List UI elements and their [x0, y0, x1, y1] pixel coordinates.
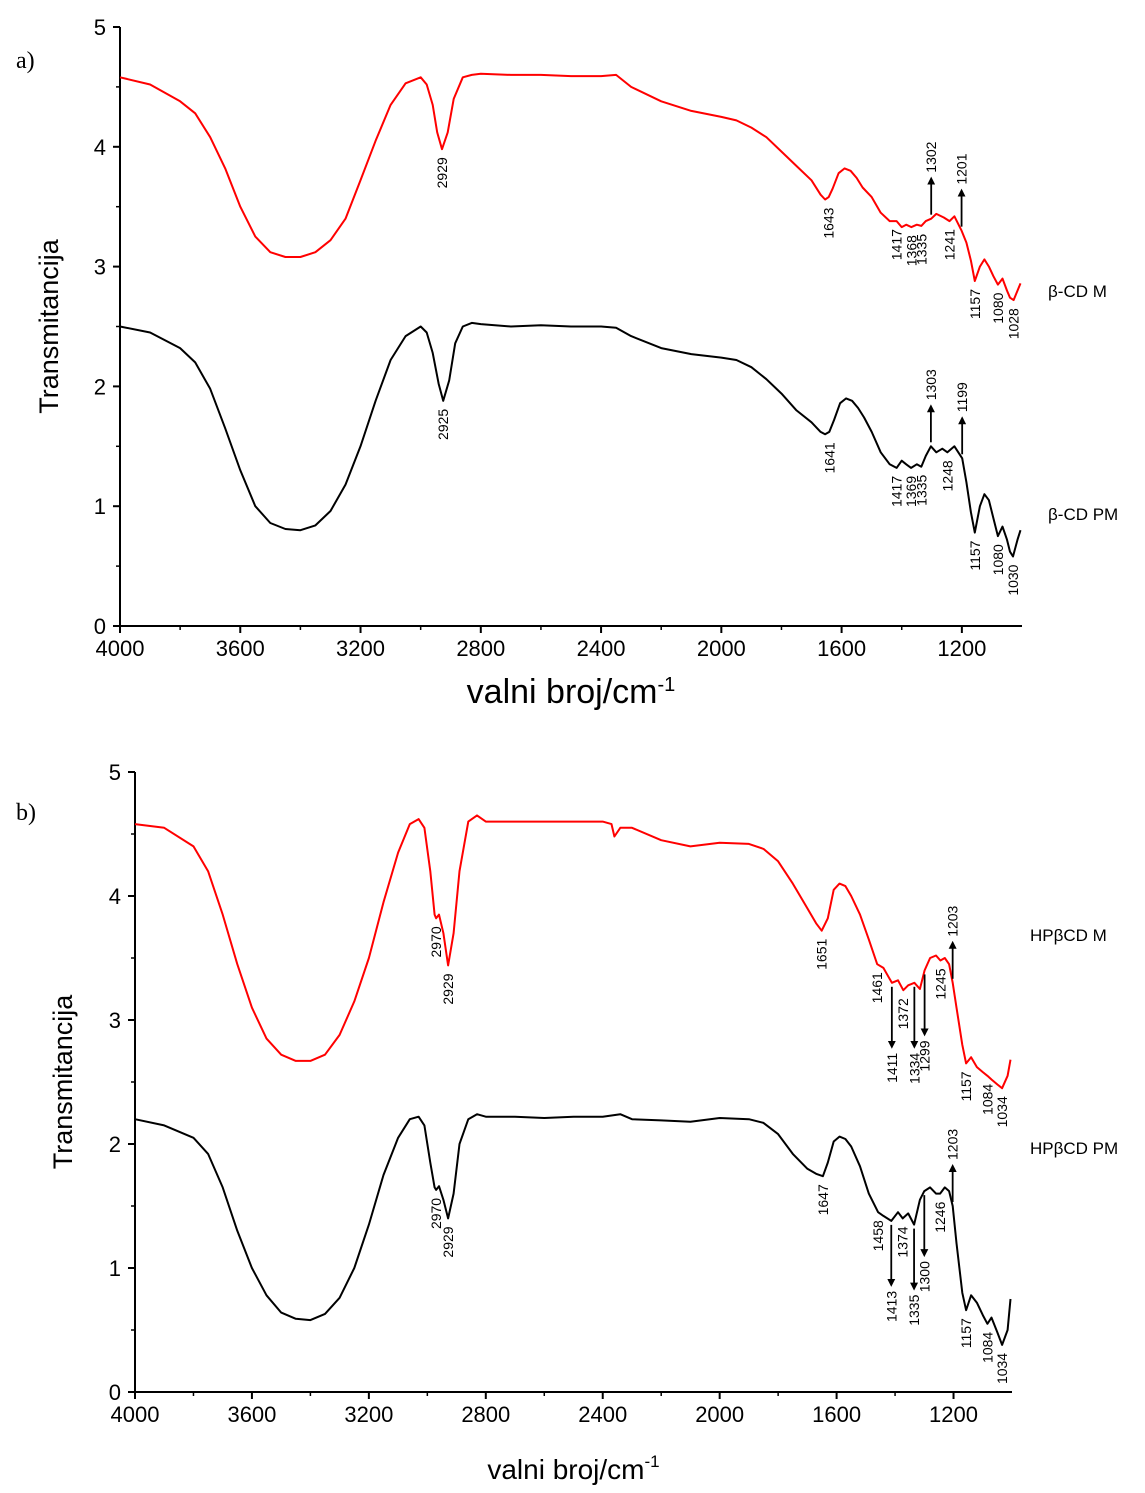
chart-a-peak-label: 1417 — [889, 229, 905, 260]
chart-b-y-tick-label: 3 — [109, 1008, 121, 1033]
chart-b-x-tick-label: 4000 — [111, 1402, 160, 1427]
chart-b-series-line-1 — [134, 1113, 1012, 1346]
series-label-hpbcd-m: HPβCD M — [1030, 926, 1107, 945]
chart-a-peak-label: 1030 — [1005, 564, 1021, 595]
chart-b-peak-label: 1413 — [883, 1291, 899, 1322]
chart-b-y-tick-label: 2 — [109, 1132, 121, 1157]
chart-b-peak-label: 1300 — [916, 1261, 932, 1292]
chart-b-peak-label: 1157 — [958, 1318, 974, 1348]
chart-a-peak-label: 1199 — [954, 382, 970, 412]
chart-a-x-tick-label: 4000 — [96, 636, 145, 661]
chart-b-y-tick-label: 0 — [109, 1380, 121, 1405]
chart-b-x-tick-label: 3200 — [344, 1402, 393, 1427]
chart-b-y-axis-label: Transmitancija — [48, 994, 78, 1170]
chart-a-series-line-1 — [119, 321, 1022, 558]
chart-a-y-tick-label: 4 — [94, 135, 106, 160]
chart-a-peak-label: 1643 — [821, 207, 837, 238]
chart-a-peak-label: 1335 — [913, 474, 929, 505]
chart-a-x-tick-label: 2800 — [456, 636, 505, 661]
chart-b-peak-label: 1203 — [945, 1129, 961, 1160]
chart-b-peak-label: 1034 — [994, 1353, 1010, 1384]
chart-b-peak-label: 1372 — [895, 998, 911, 1029]
chart-a-x-tick-label: 3200 — [336, 636, 385, 661]
chart-b-x-axis-label: valni broj/cm-1 — [487, 1452, 659, 1485]
chart-a-peak-label: 2929 — [434, 157, 450, 188]
chart-a-peak-label: 1641 — [821, 442, 837, 473]
chart-b-x-tick-label: 1600 — [812, 1402, 861, 1427]
chart-a-y-tick-label: 1 — [94, 494, 106, 519]
chart-a-peak-label: 1157 — [967, 289, 983, 319]
chart-b-x-tick-label: 2800 — [461, 1402, 510, 1427]
chart-b-peak-label: 1458 — [870, 1220, 886, 1251]
chart-a-peak-label: 1248 — [939, 460, 955, 491]
chart-b-peak-label: 2970 — [428, 1198, 444, 1229]
chart-b-y-tick-label: 1 — [109, 1256, 121, 1281]
chart-a-x-axis-label: valni broj/cm-1 — [467, 673, 676, 711]
chart-b-peak-label: 1084 — [979, 1332, 995, 1363]
chart-b-series-line-0 — [134, 814, 1012, 1090]
chart-b-y-tick-label: 5 — [109, 760, 121, 785]
panel-b-letter: b) — [16, 800, 36, 826]
chart-b-peak-label: 1461 — [869, 972, 885, 1003]
chart-b-x-tick-label: 1200 — [929, 1402, 978, 1427]
chart-b-peak-label: 2970 — [428, 926, 444, 957]
chart-a-y-axis-label: Transmitancija — [34, 238, 64, 414]
chart-b-peak-label: 1651 — [814, 939, 830, 970]
chart-b-x-tick-label: 3600 — [227, 1402, 276, 1427]
chart-a-peak-label: 1157 — [967, 540, 983, 570]
panel-a-letter: a) — [16, 48, 35, 74]
chart-a-peak-label: 1201 — [954, 153, 970, 184]
chart-a-peak-label: 1080 — [990, 292, 1006, 323]
chart-b-peak-label: 1246 — [932, 1201, 948, 1232]
chart-b-peak-label: 1245 — [932, 968, 948, 999]
chart-b-peak-label: 1647 — [815, 1184, 831, 1215]
chart-a-x-tick-label: 2400 — [577, 636, 626, 661]
chart-a-peak-label: 1302 — [923, 141, 939, 172]
chart-b-x-tick-label: 2400 — [578, 1402, 627, 1427]
chart-a-peak-label: 1080 — [990, 544, 1006, 575]
chart-a-peak-label: 1028 — [1006, 308, 1022, 339]
chart-a-peak-label: 1335 — [913, 234, 929, 265]
series-label-hpbcd-pm: HPβCD PM — [1030, 1139, 1119, 1158]
chart-a-peak-label: 1417 — [889, 476, 905, 507]
chart-b-peak-label: 1034 — [994, 1096, 1010, 1127]
chart-b-peak-label: 1157 — [958, 1071, 974, 1101]
chart-b-peak-label: 1203 — [945, 905, 961, 936]
chart-a-y-tick-label: 5 — [94, 15, 106, 40]
chart-b-peak-label: 2929 — [440, 973, 456, 1004]
chart-b-peak-label: 1334 — [906, 1053, 922, 1084]
chart-a-peak-label: 1241 — [942, 229, 958, 260]
chart-b-peak-label: 1084 — [979, 1084, 995, 1115]
chart-b-peak-label: 2929 — [440, 1226, 456, 1257]
chart-a-peak-label: 2925 — [435, 409, 451, 440]
chart-a-series-line-0 — [119, 72, 1022, 302]
chart-a-x-tick-label: 2000 — [697, 636, 746, 661]
chart-a-x-tick-label: 1600 — [817, 636, 866, 661]
series-label-beta-cd-pm: β-CD PM — [1048, 505, 1119, 524]
chart-a-peak-label: 1303 — [923, 369, 939, 400]
chart-a-peak-label: 1369 — [903, 476, 919, 507]
chart-b-peak-label: 1374 — [895, 1226, 911, 1257]
chart-a-peak-label: 1368 — [903, 235, 919, 266]
chart-a-y-tick-label: 0 — [94, 614, 106, 639]
chart-b-peak-label: 1411 — [884, 1053, 900, 1083]
chart-a-x-tick-label: 3600 — [216, 636, 265, 661]
chart-a-y-tick-label: 3 — [94, 255, 106, 280]
chart-a-x-tick-label: 1200 — [937, 636, 986, 661]
series-label-beta-cd-m: β-CD M — [1048, 282, 1107, 301]
chart-b-y-tick-label: 4 — [109, 884, 121, 909]
chart-a-y-tick-label: 2 — [94, 374, 106, 399]
chart-b-peak-label: 1335 — [906, 1294, 922, 1325]
chart-b-peak-label: 1299 — [917, 1040, 933, 1071]
chart-b-x-tick-label: 2000 — [695, 1402, 744, 1427]
